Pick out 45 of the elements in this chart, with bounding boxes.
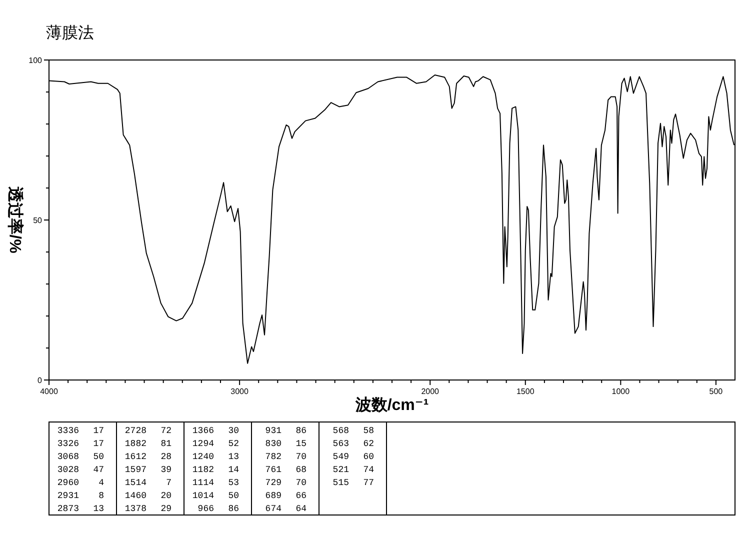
text: 1597 39: [124, 465, 172, 475]
text: 515 77: [332, 478, 374, 488]
x-axis-title: 波数/cm⁻¹: [354, 396, 429, 414]
text: 2728 72: [124, 426, 172, 436]
text: 1378 29: [124, 504, 172, 514]
text: 674 64: [265, 504, 306, 514]
text: 1882 81: [124, 439, 172, 449]
x-tick-label: 3000: [230, 387, 250, 396]
text: 761 68: [265, 465, 306, 475]
text: 1460 20: [124, 491, 172, 501]
text: 521 74: [332, 465, 374, 475]
text: 830 15: [265, 439, 306, 449]
x-tick-label: 500: [709, 387, 724, 396]
chart-title: 薄膜法: [46, 24, 94, 42]
text: 3326 17: [57, 439, 104, 449]
y-tick-label: 0: [38, 376, 43, 385]
text: 689 66: [265, 491, 306, 501]
text: 1612 28: [124, 452, 172, 462]
text: 1114 53: [192, 478, 239, 488]
text: 3336 17: [57, 426, 104, 436]
text: 2931 8: [57, 491, 104, 501]
y-axis-title: 透过率/%: [6, 186, 25, 254]
text: 568 58: [332, 426, 374, 436]
text: 729 70: [265, 478, 306, 488]
text: 549 60: [332, 452, 374, 462]
y-tick-label: 100: [28, 56, 43, 65]
text: 2960 4: [57, 478, 104, 488]
x-tick-label: 1000: [612, 387, 630, 396]
y-tick-label: 50: [33, 216, 43, 225]
x-tick-label: 2000: [421, 387, 440, 396]
x-tick-label: 4000: [40, 387, 58, 396]
text: 966 86: [198, 504, 239, 514]
x-tick-label: 1500: [516, 387, 535, 396]
text: 2873 13: [57, 504, 104, 514]
text: 1014 50: [192, 491, 239, 501]
text: 1366 30: [192, 426, 239, 436]
text: 782 70: [265, 452, 306, 462]
text: 1240 13: [192, 452, 239, 462]
text: 931 86: [265, 426, 306, 436]
text: 1294 52: [192, 439, 239, 449]
text: 3068 50: [57, 452, 104, 462]
text: 563 62: [332, 439, 374, 449]
text: 1514 7: [124, 478, 172, 488]
text: 3028 47: [57, 465, 104, 475]
text: 1182 14: [192, 465, 239, 475]
